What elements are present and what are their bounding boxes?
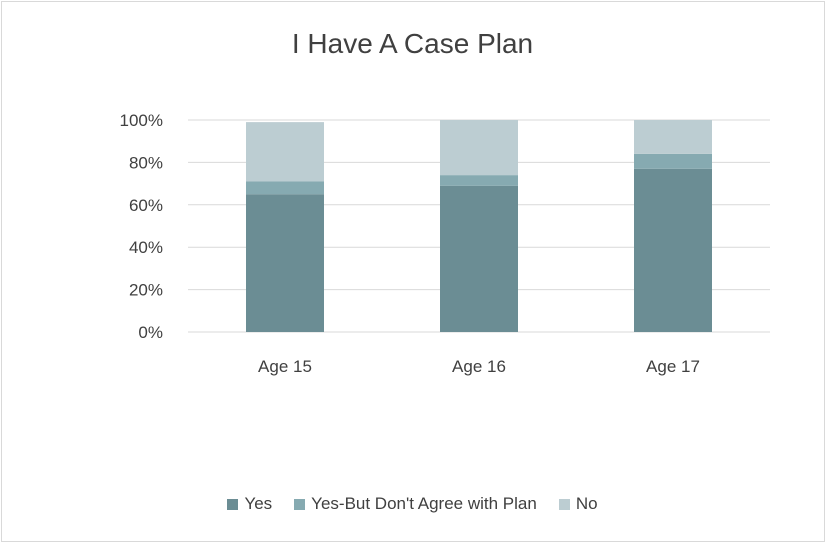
x-tick-label: Age 16 bbox=[452, 357, 506, 376]
y-tick-label: 0% bbox=[138, 323, 163, 342]
y-tick-label: 100% bbox=[120, 111, 163, 130]
bar-segment bbox=[246, 181, 324, 195]
legend-item: No bbox=[558, 494, 598, 514]
chart-legend: Yes Yes-But Don't Agree with Plan No bbox=[0, 494, 825, 514]
bar-segment bbox=[634, 120, 712, 154]
bar-segment bbox=[246, 194, 324, 332]
legend-swatch bbox=[294, 498, 306, 510]
bar-segment bbox=[634, 153, 712, 169]
legend-label: Yes bbox=[244, 494, 273, 513]
bar-segment bbox=[246, 122, 324, 182]
y-tick-label: 20% bbox=[129, 281, 163, 300]
legend-swatch bbox=[558, 498, 570, 510]
y-tick-label: 80% bbox=[129, 153, 163, 172]
x-tick-label: Age 15 bbox=[258, 357, 312, 376]
bar-segment bbox=[440, 185, 518, 332]
x-tick-label: Age 17 bbox=[646, 357, 700, 376]
chart-title: I Have A Case Plan bbox=[291, 28, 534, 59]
bar-segment bbox=[440, 175, 518, 186]
bar-segment bbox=[634, 168, 712, 332]
y-tick-label: 60% bbox=[129, 196, 163, 215]
y-tick-label: 40% bbox=[129, 238, 163, 257]
legend-label: No bbox=[575, 494, 598, 513]
legend-label: Yes-But Don't Agree with Plan bbox=[311, 494, 537, 513]
bar-segment bbox=[440, 120, 518, 176]
legend-item: Yes-But Don't Agree with Plan bbox=[294, 494, 537, 514]
legend-item: Yes bbox=[227, 494, 272, 514]
legend-swatch bbox=[227, 498, 239, 510]
